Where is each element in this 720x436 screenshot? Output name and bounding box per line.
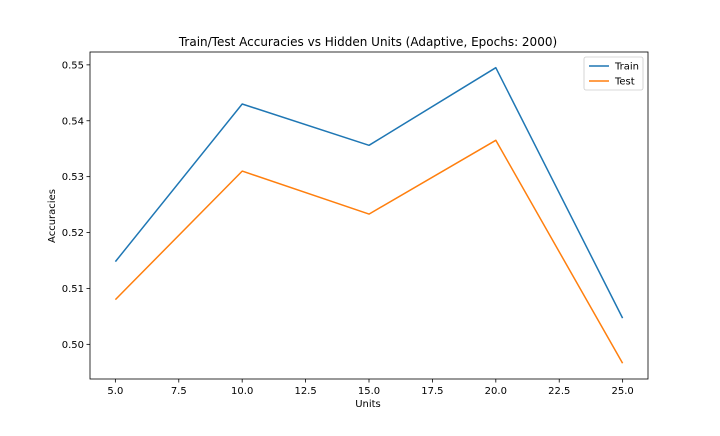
x-tick-label: 5.0 (107, 386, 123, 397)
y-tick-label: 0.51 (62, 284, 84, 295)
axes-frame (90, 52, 648, 379)
y-tick-label: 0.55 (62, 60, 84, 71)
x-tick-label: 10.0 (231, 386, 253, 397)
plot-area: 5.0 7.5 10.0 12.5 15.0 17.5 20.0 22.5 25.0 0.50 0.… (62, 52, 648, 397)
y-axis-label: Accuracies (47, 189, 58, 243)
legend-label-train: Train (614, 62, 639, 73)
chart-title: Train/Test Accuracies vs Hidden Units (A… (178, 35, 557, 49)
series-line-test (115, 140, 622, 363)
x-tick-label: 17.5 (421, 386, 443, 397)
series-line-train (115, 68, 622, 318)
x-tick-label: 12.5 (294, 386, 316, 397)
x-tick-label: 20.0 (485, 386, 507, 397)
y-tick-label: 0.50 (62, 340, 84, 351)
x-tick-label: 25.0 (612, 386, 634, 397)
y-tick-label: 0.54 (62, 116, 84, 127)
legend: Train Test (584, 57, 643, 90)
x-tick-label: 22.5 (548, 386, 570, 397)
x-axis-label: Units (355, 399, 381, 410)
legend-label-test: Test (614, 77, 635, 88)
x-tick-label: 7.5 (171, 386, 187, 397)
y-tick-label: 0.53 (62, 172, 84, 183)
x-tick-label: 15.0 (358, 386, 380, 397)
y-tick-label: 0.52 (62, 228, 84, 239)
